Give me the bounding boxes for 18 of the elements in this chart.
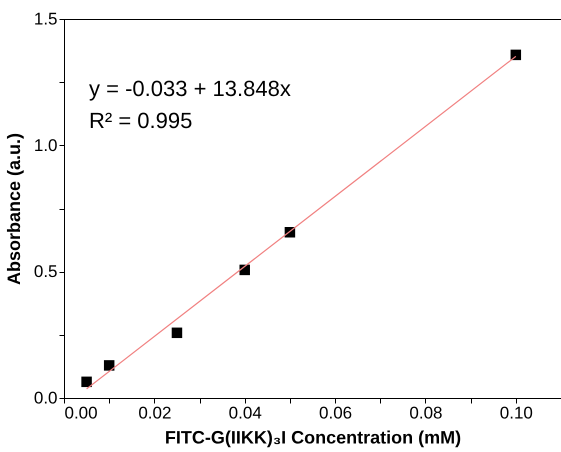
x-tick-label: 0.02 bbox=[138, 404, 172, 422]
y-tick-label: 0.0 bbox=[34, 388, 58, 408]
annotation: R² = 0.995 bbox=[89, 108, 192, 133]
y-tick-label: 1.0 bbox=[34, 136, 58, 155]
x-tick-label: 0.00 bbox=[64, 404, 98, 422]
point bbox=[104, 360, 114, 371]
x-tick-label: 0.10 bbox=[500, 404, 533, 422]
x-tick-label: 0.06 bbox=[319, 404, 352, 422]
point bbox=[172, 328, 182, 338]
y-tick-label: 0.5 bbox=[34, 262, 58, 282]
point bbox=[510, 50, 522, 60]
y-axis-title: Absorbance (a.u.) bbox=[4, 132, 24, 286]
x-tick-label: 0.08 bbox=[409, 404, 442, 422]
annotation: y = -0.033 + 13.848x bbox=[89, 76, 291, 101]
point bbox=[81, 376, 92, 388]
x-tick-label: 0.04 bbox=[228, 404, 262, 422]
x-axis-title: FITC-G(IIKK)₃I Concentration (mM) bbox=[164, 428, 462, 448]
y-tick-label: 1.5 bbox=[34, 10, 58, 28]
